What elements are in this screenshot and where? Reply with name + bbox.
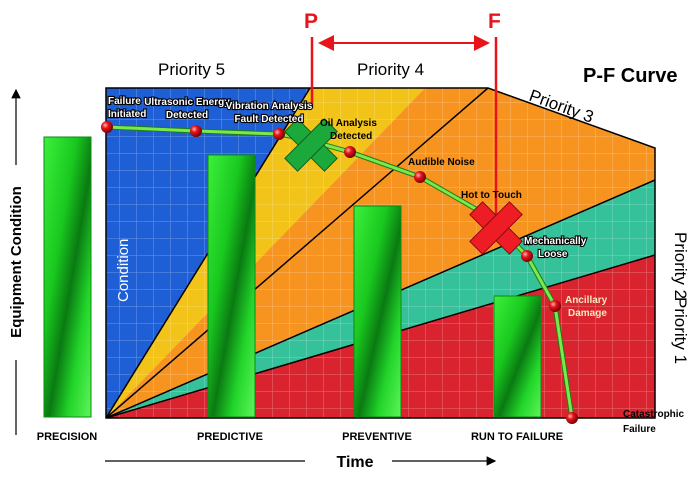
label-hot-to-touch: Hot to Touch (461, 190, 522, 201)
bar-run-to-failure (493, 295, 542, 418)
point-ultrasonic (190, 125, 202, 137)
f-point-x-mark (469, 201, 523, 255)
point-oil-analysis (344, 146, 356, 158)
condition-label: Condition (115, 239, 132, 302)
strategy-label-predictive: PREDICTIVE (197, 431, 263, 443)
y-axis: Equipment Condition (8, 88, 25, 435)
priority-2-label: Priority 2 (671, 232, 690, 299)
point-catastrophic (566, 412, 578, 424)
x-axis-label: Time (336, 454, 373, 471)
label-vibration-2: Fault Detected (235, 114, 304, 125)
strategy-label-run-to-failure: RUN TO FAILURE (471, 431, 563, 443)
priority-5-label: Priority 5 (158, 60, 225, 79)
label-catastrophic-1: Catastrophic (623, 409, 685, 420)
bar-precision (43, 136, 92, 418)
p-point-x-mark (284, 118, 338, 172)
point-labels: Failure Initiated Ultrasonic Energy Dete… (107, 95, 685, 435)
label-audible-noise: Audible Noise (408, 157, 475, 168)
curve-points (101, 121, 578, 424)
label-mechanically-loose-2: Loose (538, 249, 568, 260)
label-oil-analysis-2: Detected (330, 131, 372, 142)
label-failure-initiated-1: Failure (108, 96, 141, 107)
strategy-label-preventive: PREVENTIVE (342, 431, 412, 443)
label-vibration-1: Vibration Analysis (226, 101, 313, 112)
region-outline (105, 87, 656, 419)
f-marker-label: F (488, 10, 501, 33)
label-ancillary-damage-1: Ancillary (565, 295, 608, 306)
point-mechanically-loose (521, 250, 533, 262)
strategy-labels: PRECISION PREDICTIVE PREVENTIVE RUN TO F… (37, 431, 563, 443)
bar-predictive (207, 154, 256, 418)
label-ultrasonic-1: Ultrasonic Energy (144, 97, 230, 108)
strategy-label-precision: PRECISION (37, 431, 98, 443)
point-failure-initiated (101, 121, 113, 133)
label-failure-initiated-2: Initiated (108, 109, 146, 120)
label-mechanically-loose-1: Mechanically (524, 236, 587, 247)
y-axis-label: Equipment Condition (8, 186, 25, 338)
point-audible-noise (414, 171, 426, 183)
point-ancillary-damage (549, 300, 561, 312)
point-vibration (273, 128, 285, 140)
priority-1-label: Priority 1 (671, 297, 690, 364)
label-ancillary-damage-2: Damage (568, 308, 607, 319)
bar-preventive (353, 205, 402, 418)
label-ultrasonic-2: Detected (166, 110, 208, 121)
label-oil-analysis-1: Oil Analysis (320, 118, 377, 129)
label-catastrophic-2: Failure (623, 424, 656, 435)
diagram-title: P-F Curve (583, 65, 677, 87)
x-axis: Time (105, 454, 497, 471)
p-marker-label: P (304, 10, 318, 33)
strategy-bars (43, 136, 542, 418)
priority-4-label: Priority 4 (357, 60, 424, 79)
